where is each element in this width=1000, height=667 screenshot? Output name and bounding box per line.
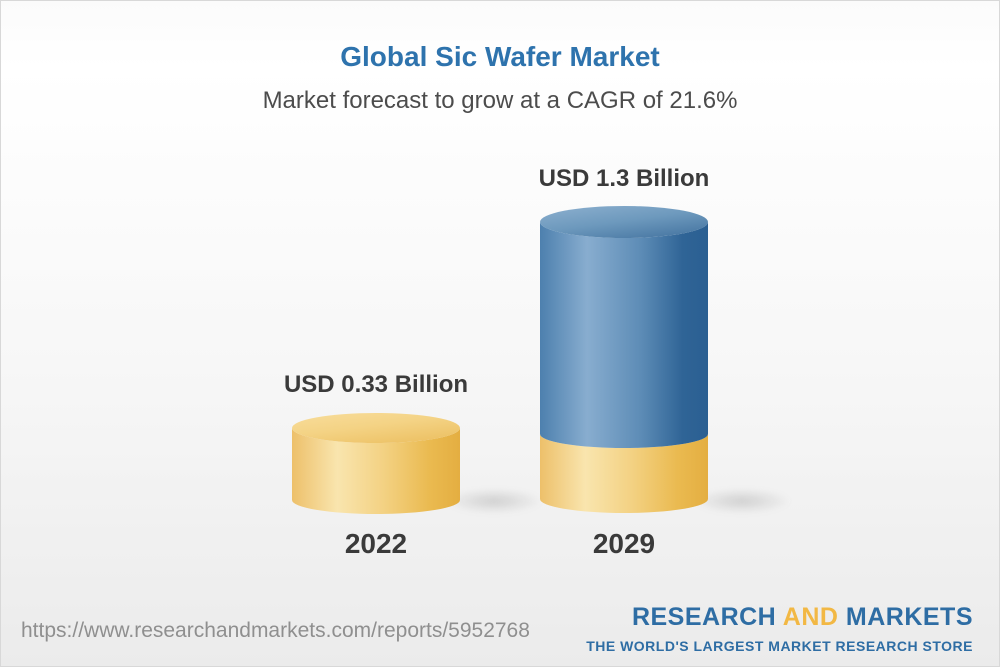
- logo-word-and: AND: [782, 603, 839, 631]
- bar-2029-category-label: 2029: [592, 528, 656, 559]
- bar-2029-value-label: USD 1.3 Billion: [538, 165, 710, 192]
- bar-2022-body: [292, 428, 460, 514]
- logo-word-research: RESEARCH: [631, 603, 777, 631]
- research-and-markets-logo: RESEARCH AND MARKETS THE WORLD'S LARGEST…: [586, 603, 973, 654]
- bar-2022-category-label: 2022: [344, 528, 408, 559]
- report-url-link[interactable]: https://www.researchandmarkets.com/repor…: [21, 619, 530, 642]
- bar-2029-growth-segment: [540, 222, 708, 448]
- chart-title: Global Sic Wafer Market: [340, 41, 660, 72]
- bar-2022-cylinder: [292, 413, 460, 514]
- bar-2029-top-face: [540, 206, 708, 238]
- bar-2029-base-segment: [540, 434, 708, 513]
- bar-2022-top-face: [292, 413, 460, 443]
- bar-2022-value-label: USD 0.33 Billion: [283, 371, 469, 398]
- chart-subtitle: Market forecast to grow at a CAGR of 21.…: [262, 87, 738, 114]
- logo-wordmark: RESEARCH AND MARKETS: [586, 603, 973, 632]
- logo-tagline: THE WORLD'S LARGEST MARKET RESEARCH STOR…: [586, 638, 973, 654]
- logo-word-markets: MARKETS: [845, 603, 973, 631]
- bar-2029-cylinder: [540, 206, 708, 513]
